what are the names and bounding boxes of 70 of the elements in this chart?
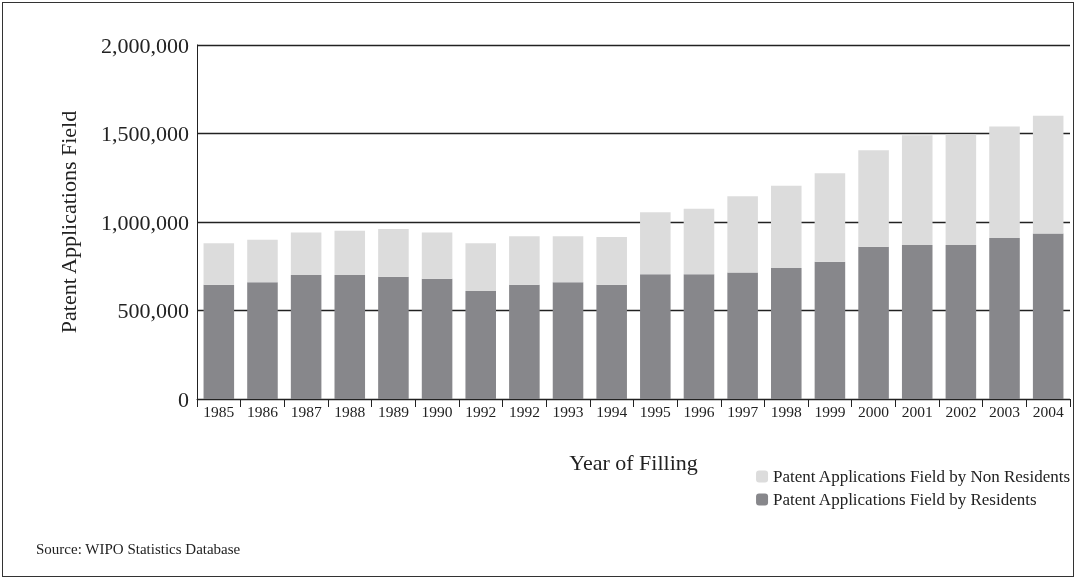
bar [814,173,846,262]
x-tick-label: 2002 [945,402,977,420]
bar [858,150,889,247]
x-tick-label: 1985 [203,402,235,420]
bar [727,196,758,273]
bar [378,276,409,399]
bar [1032,115,1064,234]
x-tick-label: 1992 [508,402,540,420]
bar [596,284,627,399]
x-tick-label: 1997 [727,402,759,420]
bar [552,236,584,283]
x-tick-label: 1990 [421,402,453,420]
x-axis-title: Year of Filling [569,449,698,475]
x-tick-label: 2003 [989,402,1021,420]
bar [203,284,235,399]
y-tick-label: 1,500,000 [101,121,189,146]
bar [509,236,540,285]
x-tick-label: 1993 [552,402,584,420]
bar [771,185,802,269]
bar [247,282,278,399]
x-tick-label: 2004 [1032,402,1064,420]
bar [378,229,409,277]
bar [683,274,715,399]
bar [989,126,1020,238]
x-tick-label: 1987 [290,402,322,420]
bar [509,284,540,399]
x-tick-label: 1999 [814,402,846,420]
bar [640,212,671,275]
bar [901,245,933,399]
x-tick-label: 1994 [596,402,628,420]
x-tick-label: 1986 [246,402,279,420]
bar [945,245,977,399]
bar [247,239,278,283]
bar [640,274,671,399]
bar [334,230,366,276]
x-tick-label: 1989 [377,402,410,420]
source-note: Source: WIPO Statistics Database [36,540,241,557]
bar [814,261,846,399]
x-tick-label: 2000 [858,402,890,420]
y-tick-label: 1,000,000 [101,209,189,235]
bar [727,272,758,399]
bar [465,243,496,292]
x-tick-label: 1995 [639,402,672,420]
x-tick-label: 1992 [465,402,497,420]
bar [552,282,584,399]
bar [290,232,322,276]
bar [989,237,1020,399]
bar [421,232,453,279]
bar [596,237,627,285]
bar [771,268,802,399]
legend-label: Patent Applications Field by Residents [773,490,1037,509]
bar [945,134,977,246]
bar [334,275,366,399]
bar [203,243,235,285]
x-tick-label: 1996 [683,402,715,420]
x-tick-label: 1998 [770,402,803,420]
bar [421,278,453,399]
y-axis-title: Patent Applications Field [55,110,81,334]
bar [290,275,322,399]
x-tick-label: 2001 [901,402,933,420]
bar [683,208,715,275]
x-tick-label: 1988 [334,402,366,420]
bar [901,135,933,246]
y-tick-label: 2,000,000 [101,32,189,58]
y-tick-label: 0 [178,386,189,412]
bar [858,246,889,399]
y-tick-label: 500,000 [117,298,189,323]
legend-label: Patent Applications Field by Non Residents [773,467,1071,486]
bar [1032,233,1064,399]
bar [465,291,496,399]
